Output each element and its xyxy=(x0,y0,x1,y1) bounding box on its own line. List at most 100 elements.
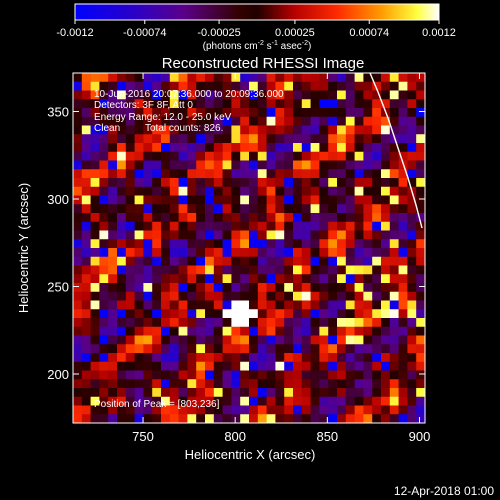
heatmap-cell xyxy=(372,213,382,223)
heatmap-cell xyxy=(293,344,303,354)
heatmap-cell xyxy=(240,370,250,380)
heatmap-cell xyxy=(407,125,417,135)
heatmap-cell xyxy=(249,186,259,196)
heatmap-cell xyxy=(152,248,162,258)
heatmap-cell xyxy=(187,213,197,223)
heatmap-cell xyxy=(143,274,153,284)
heatmap-cell xyxy=(231,169,241,179)
heatmap-cell xyxy=(389,414,399,423)
heatmap-cell xyxy=(143,160,153,170)
heatmap-cell xyxy=(389,160,399,170)
heatmap-cell xyxy=(90,335,100,345)
heatmap-cell xyxy=(345,230,355,240)
heatmap-cell xyxy=(99,81,109,91)
heatmap-cell xyxy=(231,283,241,293)
heatmap-cell xyxy=(81,388,91,398)
heatmap-cell xyxy=(205,291,215,301)
heatmap-cell xyxy=(398,344,408,354)
heatmap-cell xyxy=(99,361,109,371)
heatmap-cell xyxy=(293,125,303,135)
heatmap-cell xyxy=(178,213,188,223)
heatmap-cell xyxy=(161,309,171,319)
heatmap-cell xyxy=(99,239,109,249)
heatmap-cell xyxy=(196,318,206,328)
x-tick-label: 750 xyxy=(132,429,154,444)
colorbar-tick-label: -0.00074 xyxy=(123,27,166,39)
heatmap-cell xyxy=(407,405,417,415)
heatmap-cell xyxy=(381,204,391,214)
heatmap-cell xyxy=(205,405,215,415)
heatmap-cell xyxy=(293,73,303,83)
heatmap-cell xyxy=(328,335,338,345)
heatmap-cell xyxy=(240,151,250,161)
heatmap-cell xyxy=(381,265,391,275)
heatmap-cell xyxy=(240,90,250,100)
heatmap-cell xyxy=(345,186,355,196)
heatmap-cell xyxy=(398,335,408,345)
heatmap-cell xyxy=(73,73,83,83)
heatmap-cell xyxy=(398,195,408,205)
heatmap-cell xyxy=(354,344,364,354)
heatmap-cell xyxy=(196,108,206,118)
heatmap-cell xyxy=(328,195,338,205)
heatmap-cell xyxy=(293,396,303,406)
heatmap-cell xyxy=(161,116,171,126)
heatmap-cell xyxy=(416,143,425,153)
heatmap-cell xyxy=(319,326,329,336)
heatmap-cell xyxy=(99,291,109,301)
heatmap-cell xyxy=(231,353,241,363)
heatmap-cell xyxy=(293,195,303,205)
heatmap-cell xyxy=(117,370,127,380)
heatmap-cell xyxy=(416,300,425,310)
heatmap-cell xyxy=(293,108,303,118)
heatmap-cell xyxy=(416,186,425,196)
heatmap-cell xyxy=(117,239,127,249)
heatmap-cell xyxy=(407,81,417,91)
heatmap-cell xyxy=(398,73,408,83)
heatmap-cell xyxy=(205,361,215,371)
heatmap-cell xyxy=(416,204,425,214)
heatmap-cell xyxy=(249,361,259,371)
heatmap-cell xyxy=(337,344,347,354)
heatmap-cell xyxy=(196,256,206,266)
heatmap-cell xyxy=(125,388,135,398)
heatmap-cell xyxy=(310,388,320,398)
heatmap-cell xyxy=(337,335,347,345)
heatmap-cell xyxy=(372,239,382,249)
heatmap-cell xyxy=(134,344,144,354)
heatmap-cell xyxy=(284,353,294,363)
heatmap-cell xyxy=(187,405,197,415)
heatmap-cell xyxy=(125,116,135,126)
heatmap-cell xyxy=(187,388,197,398)
heatmap-cell xyxy=(143,116,153,126)
heatmap-cell xyxy=(81,116,91,126)
heatmap-cell xyxy=(310,125,320,135)
heatmap-cell xyxy=(293,309,303,319)
heatmap-cell xyxy=(187,344,197,354)
heatmap-cell xyxy=(169,353,179,363)
heatmap-cell xyxy=(381,221,391,231)
heatmap-cell xyxy=(249,90,259,100)
colorbar-label: (photons cm-2 s-1 asec-2) xyxy=(203,40,312,52)
heatmap-cell xyxy=(196,396,206,406)
heatmap-cell xyxy=(407,90,417,100)
heatmap-cell xyxy=(205,108,215,118)
heatmap-cell xyxy=(407,169,417,179)
heatmap-cell xyxy=(416,361,425,371)
heatmap-cell xyxy=(222,265,232,275)
heatmap-cell xyxy=(407,195,417,205)
heatmap-cell xyxy=(143,396,153,406)
heatmap-cell xyxy=(249,326,259,336)
heatmap-cell xyxy=(169,283,179,293)
heatmap-cell xyxy=(152,204,162,214)
heatmap-cell xyxy=(108,396,118,406)
heatmap-cell xyxy=(240,414,250,423)
heatmap-cell xyxy=(345,178,355,188)
heatmap-cell xyxy=(240,361,250,371)
heatmap-cell xyxy=(169,108,179,118)
heatmap-cell xyxy=(231,73,241,83)
heatmap-cell xyxy=(205,230,215,240)
heatmap-cell xyxy=(284,143,294,153)
heatmap-cell xyxy=(275,81,285,91)
heatmap-cell xyxy=(117,169,127,179)
